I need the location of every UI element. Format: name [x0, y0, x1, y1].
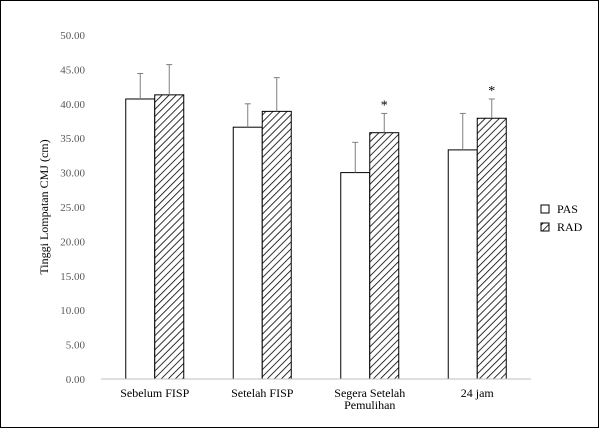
- bar-rad: [261, 110, 292, 380]
- y-tick-label: 30.00: [60, 168, 85, 180]
- significance-marker: *: [488, 84, 495, 99]
- bar-pas: [447, 149, 478, 380]
- y-tick-label: 10.00: [60, 305, 85, 317]
- y-axis-title: Tinggi Lompatan CMJ (cm): [37, 139, 51, 274]
- legend-label-pas: PAS: [557, 202, 578, 216]
- y-tick-label: 5.00: [66, 340, 86, 352]
- x-tick-label: Pemulihan: [344, 398, 395, 412]
- y-axis-ticks: 0.00 5.00 10.00 15.00 20.00 25.00 30.00 35.00 40…: [60, 30, 85, 386]
- x-tick-label: Segera Setelah: [334, 386, 405, 400]
- y-tick-label: 0.00: [66, 374, 86, 386]
- x-tick-label: 24 jam: [461, 386, 495, 400]
- x-axis-category-labels: Sebelum FISP Setelah FISP Segera SetelahPe…: [120, 386, 494, 412]
- legend-label-rad: RAD: [557, 220, 583, 234]
- legend-swatch-rad: [540, 222, 550, 232]
- x-tick-label: Setelah FISP: [231, 386, 294, 400]
- bar-rad: [369, 132, 400, 380]
- legend: PAS RAD: [540, 202, 583, 234]
- bar-pas: [125, 98, 156, 380]
- significance-markers: **: [381, 84, 496, 113]
- bar-pas: [232, 126, 263, 380]
- x-tick-label: Sebelum FISP: [120, 386, 189, 400]
- significance-marker: *: [381, 98, 388, 113]
- y-tick-label: 15.00: [60, 271, 85, 283]
- y-tick-label: 40.00: [60, 99, 85, 111]
- y-tick-label: 50.00: [60, 30, 85, 42]
- bars: [125, 94, 507, 380]
- bar-rad: [476, 117, 507, 380]
- y-tick-label: 25.00: [60, 202, 85, 214]
- y-tick-label: 20.00: [60, 236, 85, 248]
- legend-swatch-pas: [540, 204, 550, 214]
- y-tick-label: 35.00: [60, 133, 85, 145]
- error-bars: [137, 64, 495, 173]
- bar-rad: [154, 94, 185, 380]
- y-tick-label: 45.00: [60, 64, 85, 76]
- bar-pas: [340, 172, 371, 380]
